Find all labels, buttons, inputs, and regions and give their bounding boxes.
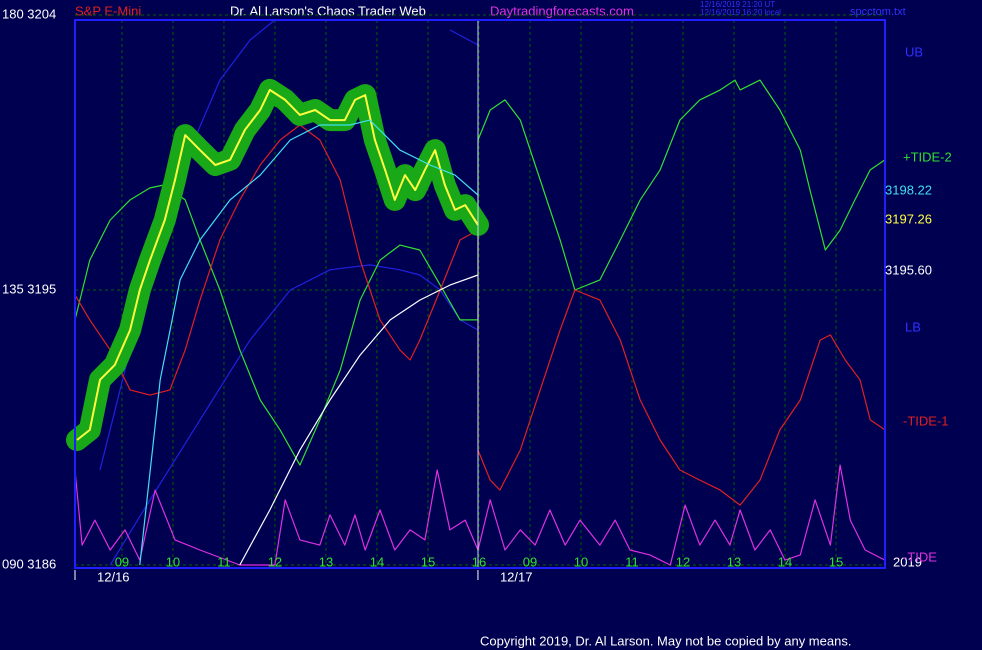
- instrument: S&P E-Mini: [75, 3, 141, 18]
- x-tick-label: 15: [829, 554, 843, 569]
- x-tick-label: 09: [115, 554, 129, 569]
- series-line: [74, 79, 886, 466]
- copyright: Copyright 2019, Dr. Al Larson. May not b…: [480, 633, 851, 648]
- plot-frame: [74, 19, 886, 569]
- plot: [66, 19, 886, 566]
- right-label: +TIDE-2: [903, 149, 952, 164]
- x-tick-label: 10: [166, 554, 180, 569]
- x-tick-label: 14: [778, 554, 792, 569]
- series-line: [139, 119, 479, 566]
- year: 2019: [893, 554, 922, 569]
- y-tick-label: 090 3186: [2, 556, 56, 571]
- grid: [75, 14, 885, 568]
- right-label: UB: [905, 44, 923, 59]
- right-label: LB: [905, 319, 921, 334]
- website: Daytradingforecasts.com: [490, 3, 634, 18]
- x-tick-label: 10: [574, 554, 588, 569]
- right-label: 3195.60: [885, 262, 932, 277]
- x-tick-label: 13: [727, 554, 741, 569]
- x-tick-label: 11: [217, 554, 231, 569]
- timestamp-ut: 12/16/2019 21:20 UT: [700, 0, 775, 9]
- right-label: -TIDE: [903, 549, 937, 564]
- x-tick-label: 15: [421, 554, 435, 569]
- date-label: 12/16: [97, 569, 130, 584]
- right-label: 3197.26: [885, 211, 932, 226]
- x-tick-label: 12: [268, 554, 282, 569]
- x-tick-label: 13: [319, 554, 333, 569]
- x-tick-label: 14: [370, 554, 384, 569]
- chart-title: Dr. Al Larson's Chaos Trader Web: [230, 3, 426, 18]
- x-tick-label: 12: [676, 554, 690, 569]
- right-label: -TIDE-1: [903, 413, 949, 428]
- x-tick-label: 09: [523, 554, 537, 569]
- y-tick-label: 180 3204: [2, 6, 56, 21]
- x-tick-label: 16: [472, 554, 486, 569]
- series-line: [76, 88, 479, 441]
- series-line: [109, 264, 479, 566]
- right-label: 3198.22: [885, 182, 932, 197]
- series-line: [239, 274, 479, 566]
- file-name: spcctom.txt: [850, 6, 906, 18]
- labels: 180 3204 135 3195 090 3186 09 10 11 12 13 14 15 16…: [2, 6, 952, 584]
- timestamp-local: 12/16/2019 16:20 local: [700, 8, 781, 17]
- series-line: [74, 464, 886, 566]
- date-label: 12/17: [500, 569, 533, 584]
- x-tick-label: 11: [625, 554, 639, 569]
- y-tick-label: 135 3195: [2, 281, 56, 296]
